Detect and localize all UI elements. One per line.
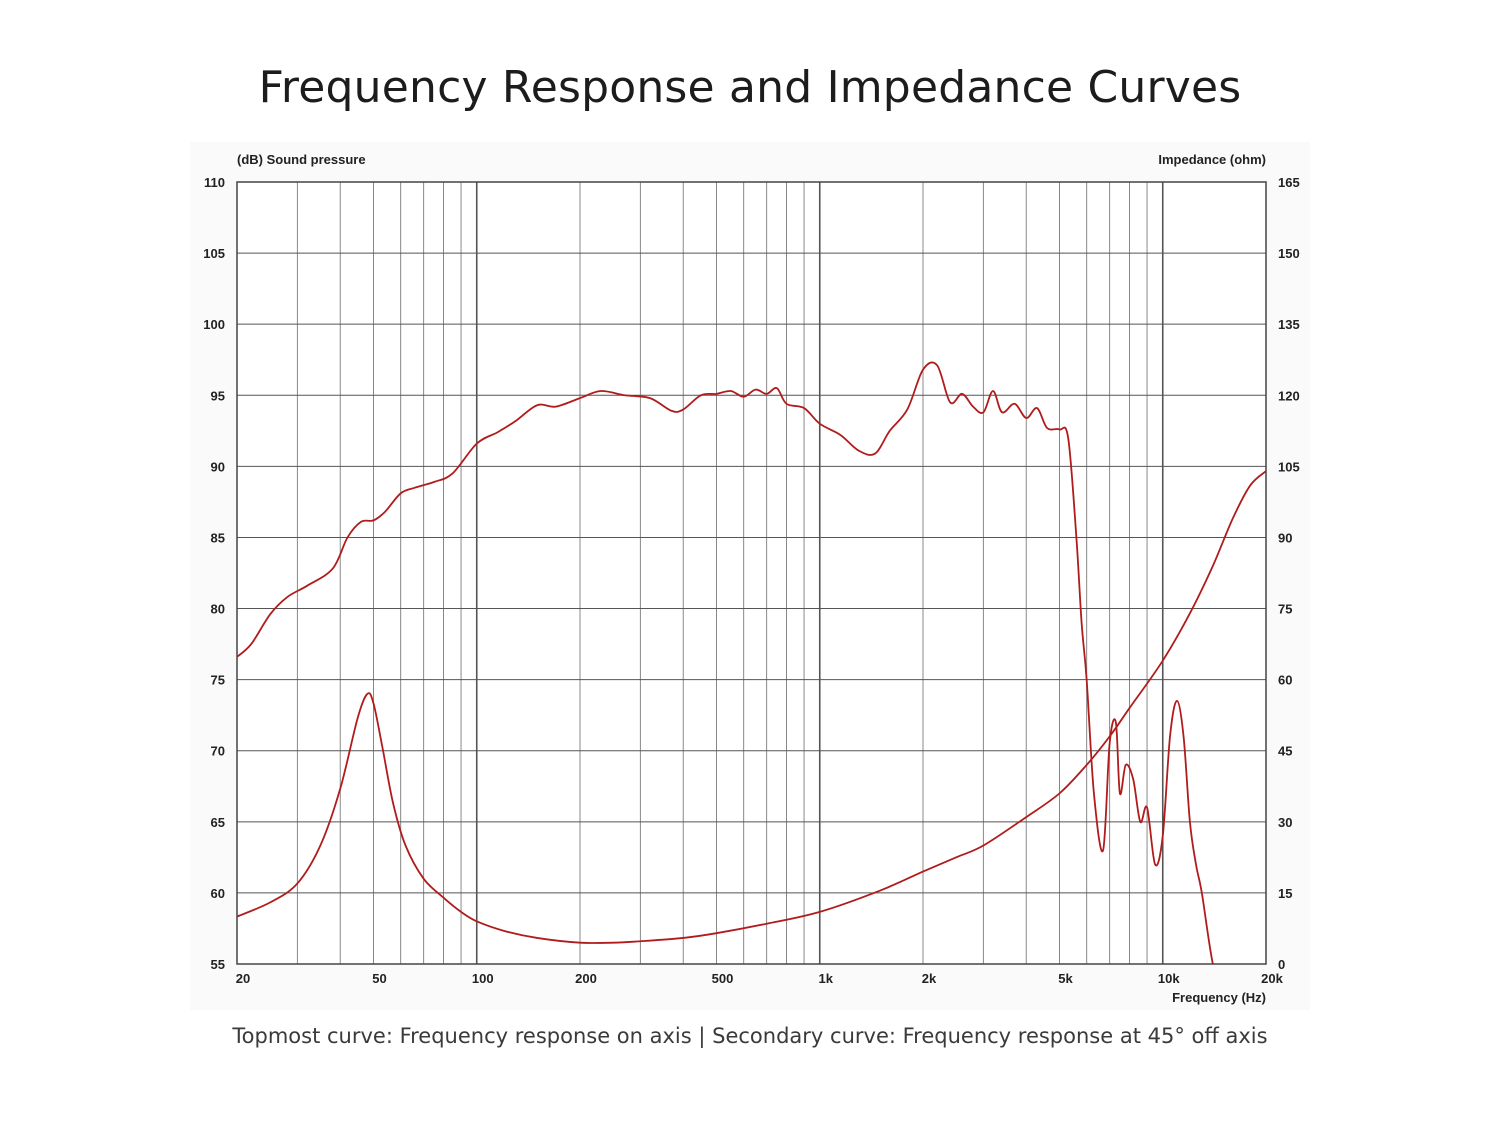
y-tick-label-left: 75 <box>211 673 225 688</box>
x-tick-label: 500 <box>712 971 734 986</box>
y-tick-label-left: 105 <box>203 246 225 261</box>
x-tick-label: 100 <box>472 971 494 986</box>
x-tick-label: 20 <box>236 971 250 986</box>
y-tick-label-right: 75 <box>1278 602 1292 617</box>
y-tick-label-left: 85 <box>211 530 225 545</box>
axis-labels: 1101051009590858075706560551651501351201… <box>203 175 1299 986</box>
x-tick-label: 1k <box>819 971 834 986</box>
y-tick-label-left: 80 <box>211 602 225 617</box>
y-tick-label-left: 110 <box>204 175 225 190</box>
y-axis-left-title: (dB) Sound pressure <box>237 152 366 167</box>
y-tick-label-right: 90 <box>1278 530 1292 545</box>
x-tick-label: 2k <box>922 971 937 986</box>
chart-container: 110 105 100 95 90 85 80 75 70 65 60 55 165 150 135 120 1… <box>190 142 1310 1010</box>
y-tick-label-right: 150 <box>1278 246 1300 261</box>
y-tick-label-right: 30 <box>1278 815 1292 830</box>
y-tick-label-left: 95 <box>211 388 225 403</box>
frequency-impedance-chart: 1101051009590858075706560551651501351201… <box>190 142 1310 1010</box>
y-tick-label-right: 45 <box>1278 744 1292 759</box>
x-tick-label: 10k <box>1158 971 1180 986</box>
y-tick-label-right: 60 <box>1278 673 1292 688</box>
x-tick-label: 200 <box>575 971 597 986</box>
y-tick-label-right: 15 <box>1278 886 1292 901</box>
y-tick-label-right: 120 <box>1278 388 1300 403</box>
y-tick-label-left: 55 <box>211 957 225 972</box>
y-tick-label-right: 135 <box>1278 317 1300 332</box>
x-axis-title: Frequency (Hz) <box>1172 990 1266 1005</box>
x-tick-label: 50 <box>372 971 386 986</box>
impedance-curve <box>237 470 1266 944</box>
chart-caption: Topmost curve: Frequency response on axi… <box>232 1024 1268 1048</box>
x-tick-label: 20k <box>1261 971 1283 986</box>
frequency-response-curve <box>237 361 1214 964</box>
y-tick-label-right: 105 <box>1278 459 1300 474</box>
x-tick-label: 5k <box>1058 971 1073 986</box>
y-tick-label-right: 165 <box>1278 175 1300 190</box>
y-axis-right-title: Impedance (ohm) <box>1158 152 1266 167</box>
plot-frame <box>236 181 1267 965</box>
y-tick-label-left: 90 <box>211 459 225 474</box>
y-tick-label-left: 60 <box>211 886 225 901</box>
y-tick-label-left: 65 <box>211 815 225 830</box>
y-tick-label-left: 70 <box>211 744 225 759</box>
curve-group <box>237 361 1266 964</box>
plot-area <box>237 182 1266 964</box>
page-title: Frequency Response and Impedance Curves <box>258 62 1242 113</box>
y-tick-label-left: 100 <box>203 317 225 332</box>
y-tick-label-right: 0 <box>1278 957 1285 972</box>
